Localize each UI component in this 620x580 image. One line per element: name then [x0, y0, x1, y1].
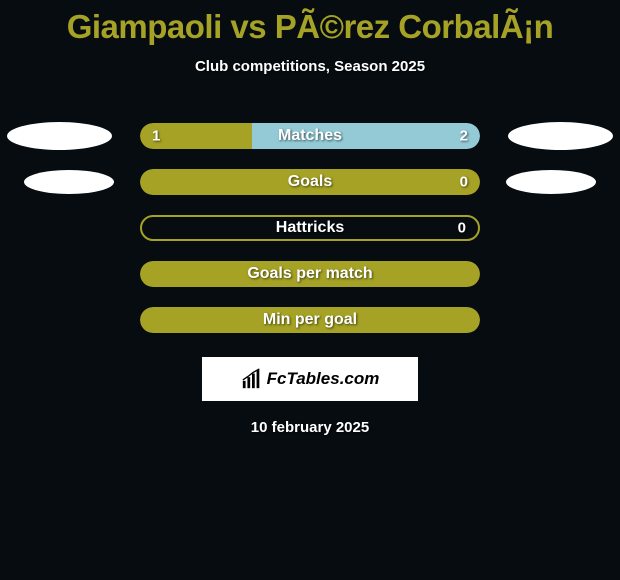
- stat-value-right: 0: [458, 220, 466, 237]
- stat-bar: Matches 1 2: [140, 123, 480, 149]
- stat-bar: Min per goal: [140, 307, 480, 333]
- stat-value-right: 2: [460, 128, 468, 145]
- stat-label: Matches: [278, 127, 342, 145]
- stat-row: Min per goal: [0, 297, 620, 343]
- player-ellipse-left: [7, 122, 112, 150]
- stat-bar: Hattricks 0: [140, 215, 480, 241]
- stat-row: Goals per match: [0, 251, 620, 297]
- stat-label: Min per goal: [263, 311, 357, 329]
- brand-logo-text: FcTables.com: [267, 369, 380, 389]
- stat-row: Matches 1 2: [0, 113, 620, 159]
- comparison-title: Giampaoli vs PÃ©rez CorbalÃ¡n: [0, 0, 620, 46]
- stat-row: Goals 0: [0, 159, 620, 205]
- stat-value-left: 1: [152, 128, 160, 145]
- bar-chart-icon: [241, 368, 263, 390]
- comparison-subtitle: Club competitions, Season 2025: [0, 58, 620, 75]
- player-ellipse-right: [508, 122, 613, 150]
- player-ellipse-right: [506, 170, 596, 194]
- stat-value-right: 0: [460, 174, 468, 191]
- stat-bar: Goals per match: [140, 261, 480, 287]
- stat-label: Hattricks: [276, 219, 344, 237]
- date-text: 10 february 2025: [0, 419, 620, 436]
- player-ellipse-left: [24, 170, 114, 194]
- chart-area: Matches 1 2 Goals 0 Hattricks 0 Goals per match…: [0, 113, 620, 343]
- stat-label: Goals: [288, 173, 332, 191]
- brand-logo-box: FcTables.com: [202, 357, 418, 401]
- stat-label: Goals per match: [247, 265, 372, 283]
- stat-row: Hattricks 0: [0, 205, 620, 251]
- stat-bar: Goals 0: [140, 169, 480, 195]
